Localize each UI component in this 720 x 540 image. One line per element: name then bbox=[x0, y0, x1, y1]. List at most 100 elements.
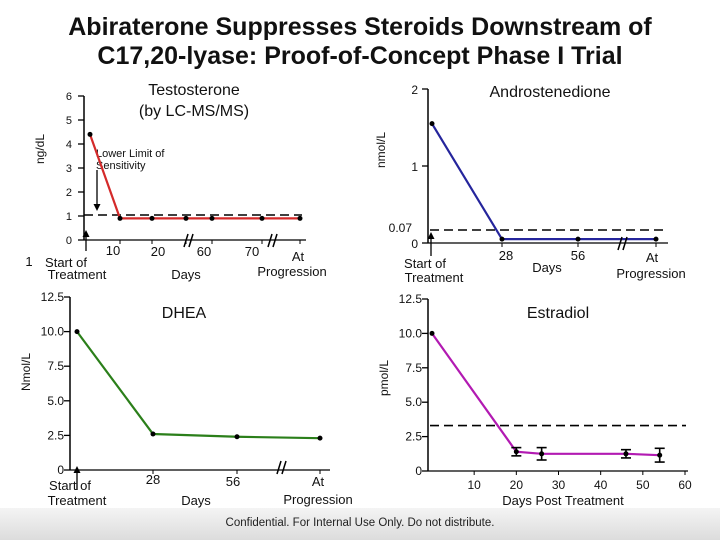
testosterone-sensitivity-arrow-head bbox=[93, 204, 101, 211]
androstenedione-x-label-progression-2: Progression bbox=[616, 266, 685, 281]
testosterone-start-arrow-head bbox=[82, 230, 90, 237]
estradiol-x-tick-label: 60 bbox=[678, 478, 692, 492]
estradiol-series-line bbox=[431, 332, 660, 457]
estradiol-x-tick-label: 10 bbox=[467, 478, 481, 492]
testosterone-series-line bbox=[88, 134, 300, 220]
testosterone-y-tick-label: 2 bbox=[66, 187, 72, 199]
estradiol-y-tick-label: 10.0 bbox=[399, 326, 423, 340]
dhea-point bbox=[150, 431, 156, 437]
androstenedione-axis-break-a bbox=[617, 236, 623, 251]
dhea-x-label-progression-1: At bbox=[312, 474, 325, 489]
androstenedione-axis-break-b bbox=[622, 236, 628, 251]
testosterone-point bbox=[259, 215, 265, 221]
estradiol-x-tick-label: 40 bbox=[594, 478, 608, 492]
dhea-point bbox=[234, 434, 240, 440]
estradiol-point bbox=[539, 451, 545, 457]
estradiol-x-axis-label: Days Post Treatment bbox=[502, 493, 624, 508]
testosterone-y-tick-label: 0 bbox=[66, 235, 72, 247]
testosterone-sensitivity-label-1: Lower Limit of bbox=[96, 148, 165, 160]
androstenedione-point bbox=[429, 121, 435, 127]
dhea-point bbox=[74, 329, 80, 335]
estradiol-y-tick-label: 12.5 bbox=[399, 292, 423, 306]
estradiol-title: Estradiol bbox=[527, 305, 589, 322]
estradiol-x-tick-label: 30 bbox=[552, 478, 566, 492]
dhea-y-tick-label: 12.5 bbox=[41, 290, 65, 304]
androstenedione-point bbox=[653, 236, 659, 242]
testosterone-axis-break-1-b bbox=[188, 233, 194, 248]
dhea-axis-break-b bbox=[281, 460, 287, 475]
estradiol-point bbox=[513, 449, 519, 455]
testosterone-x-label-progression-2: Progression bbox=[257, 264, 326, 279]
confidential-footer: Confidential. For Internal Use Only. Do … bbox=[225, 517, 495, 529]
testosterone-point bbox=[183, 215, 189, 221]
androstenedione-x-tick-label-28: 28 bbox=[499, 248, 513, 263]
testosterone-x-label-start-2: Treatment bbox=[48, 267, 107, 282]
testosterone-y-axis-label: ng/dL bbox=[33, 134, 47, 164]
testosterone-sensitivity-label-2: Sensitivity bbox=[96, 160, 146, 172]
dhea-y-axis-label: Nmol/L bbox=[19, 353, 33, 391]
androstenedione-y-tick-label: 0 bbox=[411, 237, 418, 251]
dhea-x-label-start-2: Treatment bbox=[48, 493, 107, 508]
estradiol-y-tick-label: 7.5 bbox=[405, 361, 422, 375]
testosterone-x-tick-label-70: 70 bbox=[245, 244, 259, 259]
androstenedione-x-axis-label: Days bbox=[532, 260, 562, 275]
dhea-x-tick-label-28: 28 bbox=[146, 472, 160, 487]
footer-bar: Confidential. For Internal Use Only. Do … bbox=[0, 508, 720, 540]
testosterone-axis-break-2-b bbox=[272, 233, 278, 248]
testosterone-axis-break-2-a bbox=[267, 233, 273, 248]
testosterone-point bbox=[149, 215, 155, 221]
testosterone-x-label-start-1: Start of bbox=[45, 255, 87, 270]
estradiol-x-tick-label: 20 bbox=[510, 478, 524, 492]
dhea-y-tick-label: 0 bbox=[57, 463, 64, 477]
dhea-title: DHEA bbox=[162, 305, 207, 322]
dhea-y-tick-label: 5.0 bbox=[47, 394, 64, 408]
dhea-x-axis-label: Days bbox=[181, 493, 211, 508]
androstenedione-y-axis-label: nmol/L bbox=[374, 132, 388, 168]
estradiol-point bbox=[623, 451, 629, 457]
slide-title-line-2: C17,20-lyase: Proof-of-Concept Phase I T… bbox=[97, 42, 623, 70]
testosterone-axis-break-1-a bbox=[183, 233, 189, 248]
slide-title-line-1: Abiraterone Suppresses Steroids Downstre… bbox=[68, 13, 652, 41]
androstenedione-title: Androstenedione bbox=[490, 84, 611, 101]
testosterone-point bbox=[209, 215, 215, 221]
androstenedione-x-label-start-2: Treatment bbox=[405, 270, 464, 285]
androstenedione-x-tick-label-56: 56 bbox=[571, 248, 585, 263]
dhea-x-tick-label-56: 56 bbox=[226, 474, 240, 489]
dhea-y-tick-label: 2.5 bbox=[47, 428, 64, 442]
androstenedione-x-label-progression-1: At bbox=[646, 250, 659, 265]
testosterone-x-tick-label-10: 10 bbox=[106, 243, 120, 258]
testosterone-x-extra-label: 1 bbox=[25, 254, 32, 269]
testosterone-title-line-2: (by LC-MS/MS) bbox=[139, 103, 249, 120]
testosterone-y-tick-label: 3 bbox=[66, 163, 72, 175]
testosterone-y-tick-label: 4 bbox=[66, 139, 72, 151]
testosterone-point bbox=[297, 215, 303, 221]
androstenedione-y-tick-label: 1 bbox=[411, 160, 418, 174]
testosterone-x-tick-label-60: 60 bbox=[197, 244, 211, 259]
androstenedione-series-line bbox=[431, 123, 656, 241]
estradiol-y-tick-label: 0 bbox=[415, 464, 422, 478]
estradiol-point bbox=[429, 330, 435, 336]
dhea-y-tick-label: 7.5 bbox=[47, 359, 64, 373]
androstenedione-point bbox=[575, 236, 581, 242]
dhea-axis-break-a bbox=[276, 460, 282, 475]
androstenedione-y-tick-label: 2 bbox=[411, 83, 418, 97]
testosterone-x-tick-label-20: 20 bbox=[151, 244, 165, 259]
androstenedione-point bbox=[499, 236, 505, 242]
testosterone-y-tick-label: 6 bbox=[66, 91, 72, 103]
estradiol-y-tick-label: 5.0 bbox=[405, 395, 422, 409]
estradiol-y-axis-label: pmol/L bbox=[377, 360, 391, 396]
testosterone-x-axis-label: Days bbox=[171, 267, 201, 282]
androstenedione-y-ref-label: 0.07 bbox=[389, 221, 413, 235]
dhea-series-line bbox=[76, 330, 321, 440]
testosterone-point bbox=[87, 131, 93, 137]
estradiol-point bbox=[657, 452, 663, 458]
dhea-y-tick-label: 10.0 bbox=[41, 325, 65, 339]
testosterone-y-tick-label: 1 bbox=[66, 211, 72, 223]
estradiol-y-tick-label: 2.5 bbox=[405, 430, 422, 444]
dhea-start-arrow-head bbox=[73, 466, 81, 473]
testosterone-point bbox=[117, 215, 123, 221]
dhea-point bbox=[317, 435, 323, 441]
dhea-x-label-start-1: Start of bbox=[49, 478, 91, 493]
androstenedione-start-arrow-head bbox=[427, 232, 435, 239]
